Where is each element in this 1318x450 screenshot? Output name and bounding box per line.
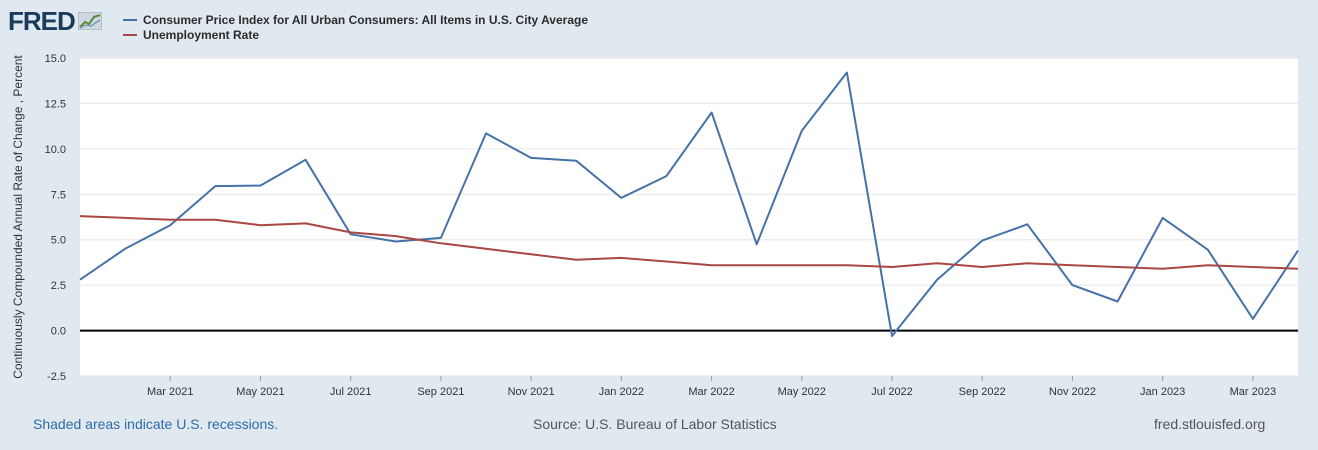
source-credit: Source: U.S. Bureau of Labor Statistics xyxy=(533,416,777,432)
fred-logo-text: FRED xyxy=(8,5,76,36)
y-tick-label: 15.0 xyxy=(45,53,66,65)
x-axis-ticks: Mar 2021 May 2021 Jul 2021 Sep 2021 Nov 2021… xyxy=(147,376,1276,398)
x-tick-label: Nov 2021 xyxy=(508,386,555,398)
legend-item-2[interactable]: Unemployment Rate xyxy=(123,27,588,42)
x-tick-label: May 2021 xyxy=(236,386,284,398)
line-chart: 15.0 12.5 10.0 7.5 5.0 2.5 0.0 -2.5 Mar 2021 May… xyxy=(11,53,1299,398)
chart-header: FRED Consumer Price Index for All Urban … xyxy=(0,0,1318,50)
x-tick-label: Jan 2023 xyxy=(1140,386,1185,398)
y-tick-label: 0.0 xyxy=(51,326,66,338)
legend-item-1[interactable]: Consumer Price Index for All Urban Consu… xyxy=(123,12,588,27)
x-tick-label: Nov 2022 xyxy=(1049,386,1096,398)
grid-lines xyxy=(80,57,1298,377)
plot-area xyxy=(80,58,1298,376)
x-tick-label: Mar 2023 xyxy=(1230,386,1276,398)
y-tick-label: 7.5 xyxy=(51,189,66,201)
y-tick-label: 12.5 xyxy=(45,98,66,110)
x-tick-label: Jul 2022 xyxy=(871,386,913,398)
y-tick-label: 2.5 xyxy=(51,280,66,292)
series-line-2 xyxy=(79,215,1299,270)
chart-footer: Shaded areas indicate U.S. recessions. S… xyxy=(0,414,1318,438)
x-tick-label: Sep 2022 xyxy=(959,386,1006,398)
fred-logo[interactable]: FRED xyxy=(8,6,102,36)
y-axis-ticks: 15.0 12.5 10.0 7.5 5.0 2.5 0.0 -2.5 xyxy=(45,53,66,383)
legend-label: Unemployment Rate xyxy=(143,27,260,42)
x-tick-label: Mar 2022 xyxy=(688,386,734,398)
y-tick-label: 10.0 xyxy=(45,144,66,156)
series-line-1 xyxy=(79,71,1299,337)
y-tick-label: -2.5 xyxy=(47,371,66,383)
x-tick-label: Jan 2022 xyxy=(599,386,644,398)
legend-swatch xyxy=(123,18,137,21)
recession-note-link[interactable]: Shaded areas indicate U.S. recessions. xyxy=(33,416,279,432)
chart-legend: Consumer Price Index for All Urban Consu… xyxy=(123,12,588,42)
x-tick-label: Mar 2021 xyxy=(147,386,193,398)
fred-logo-graph-icon xyxy=(77,12,102,30)
site-url: fred.stlouisfed.org xyxy=(1154,416,1266,432)
y-axis-title: Continuously Compounded Annual Rate of C… xyxy=(11,55,25,379)
x-tick-label: Sep 2021 xyxy=(417,386,464,398)
series-lines xyxy=(79,71,1299,337)
x-tick-label: May 2022 xyxy=(778,386,826,398)
legend-swatch xyxy=(123,33,137,36)
y-tick-label: 5.0 xyxy=(51,235,66,247)
x-tick-label: Jul 2021 xyxy=(330,386,372,398)
legend-label: Consumer Price Index for All Urban Consu… xyxy=(143,12,588,27)
